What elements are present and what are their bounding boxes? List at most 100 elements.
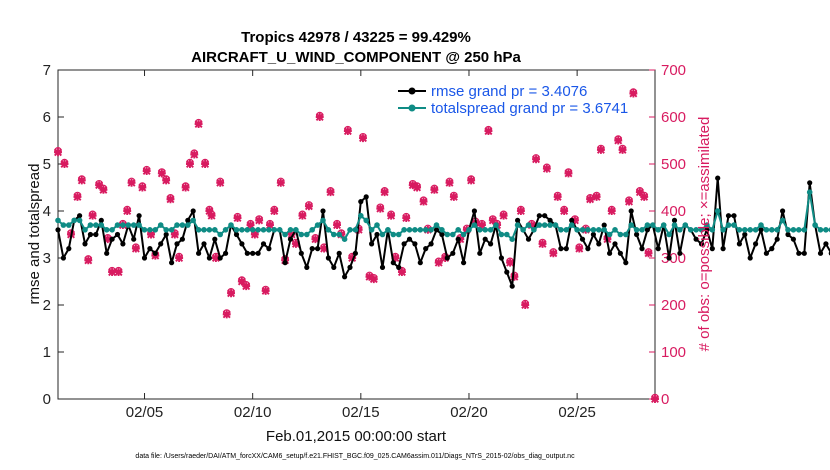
spread-point <box>120 222 126 228</box>
spread-point <box>655 227 661 233</box>
spread-point <box>698 227 705 233</box>
spread-point <box>650 222 656 228</box>
spread-point <box>693 227 699 233</box>
spread-point <box>796 227 802 233</box>
spread-point <box>785 227 791 233</box>
rmse-point <box>450 250 456 256</box>
obs-assimilated-marker <box>640 192 649 201</box>
spread-point <box>239 227 245 233</box>
rmse-point <box>147 246 153 252</box>
spread-point <box>514 222 521 228</box>
obs-assimilated-marker <box>467 176 476 185</box>
spread-point <box>320 217 326 224</box>
spread-point <box>336 231 343 238</box>
obs-assimilated-marker <box>575 244 584 253</box>
spread-point <box>563 227 570 233</box>
rmse-point <box>666 255 672 261</box>
spread-point <box>498 231 505 238</box>
rmse-point <box>417 260 423 266</box>
spread-point <box>190 217 196 224</box>
rmse-point <box>455 236 461 242</box>
y-tick-label-left: 6 <box>43 109 51 126</box>
spread-point <box>276 227 283 233</box>
spread-point <box>412 227 418 233</box>
rmse-point <box>315 246 321 252</box>
obs-assimilated-marker <box>315 113 324 121</box>
rmse-point <box>498 255 504 261</box>
rmse-point <box>536 213 542 219</box>
spread-point <box>558 227 564 233</box>
rmse-point <box>763 250 770 256</box>
obs-assimilated-marker <box>391 254 400 262</box>
rmse-point <box>239 241 245 247</box>
y-tick-label-left: 5 <box>43 156 51 173</box>
rmse-point <box>363 194 369 200</box>
spread-point <box>331 231 337 238</box>
spread-point <box>725 222 732 228</box>
spread-point <box>304 231 310 238</box>
spread-point <box>482 227 489 233</box>
obs-assimilated-marker <box>166 195 175 204</box>
x-tick-label: 02/10 <box>234 404 272 421</box>
x-tick-label: 02/25 <box>558 404 596 421</box>
spread-point <box>282 231 288 238</box>
rmse-point <box>158 241 164 247</box>
rmse-point <box>747 255 753 261</box>
rmse-point <box>217 255 223 261</box>
rmse-point <box>82 241 88 247</box>
spread-point <box>466 227 472 233</box>
spread-point <box>568 222 575 228</box>
rmse-point <box>250 250 256 256</box>
obs-assimilated-marker <box>419 197 428 206</box>
spread-point <box>249 227 256 233</box>
spread-point <box>293 227 299 233</box>
obs-assimilated-marker <box>348 254 357 262</box>
obs-assimilated-marker <box>644 249 653 258</box>
obs-assimilated-marker <box>618 145 627 154</box>
rmse-point <box>87 231 93 238</box>
spread-point <box>309 227 316 233</box>
spread-point <box>487 227 494 233</box>
y-axis-left-label: rmse and totalspread <box>26 164 43 305</box>
spread-point <box>504 231 510 238</box>
spread-point <box>109 227 115 233</box>
rmse-point <box>515 217 521 223</box>
rmse-point <box>190 208 196 214</box>
obs-assimilated-marker <box>108 268 117 277</box>
rmse-point <box>331 264 337 270</box>
spread-point <box>823 227 829 233</box>
rmse-point <box>471 208 477 214</box>
spread-point <box>590 227 597 233</box>
spread-point <box>758 222 764 228</box>
rmse-point <box>612 241 618 247</box>
spread-point <box>98 222 105 228</box>
obs-assimilated-marker <box>365 272 374 281</box>
spread-point <box>801 227 808 233</box>
rmse-point <box>482 236 488 242</box>
rmse-point <box>93 231 99 238</box>
obs-assimilated-marker <box>549 249 558 258</box>
obs-assimilated-marker <box>430 185 439 194</box>
rmse-point <box>66 246 72 252</box>
spread-point <box>76 217 83 224</box>
spread-point <box>617 231 624 238</box>
obs-assimilated-marker <box>445 178 454 187</box>
spread-line <box>57 191 830 241</box>
spread-point <box>471 222 478 228</box>
spread-point <box>206 227 213 233</box>
rmse-point <box>233 231 240 238</box>
spread-point <box>228 222 234 228</box>
obs-assimilated-marker <box>532 155 541 164</box>
rmse-point <box>644 227 651 233</box>
y-tick-label-left: 1 <box>43 344 51 361</box>
rmse-point <box>136 213 142 219</box>
rmse-point <box>255 250 261 256</box>
y-tick-label-right: 100 <box>661 344 686 361</box>
rmse-point <box>352 250 358 256</box>
obs-assimilated-marker <box>261 286 270 295</box>
rmse-point <box>720 246 726 252</box>
rmse-point <box>412 241 418 247</box>
obs-assimilated-marker <box>233 214 242 223</box>
obs-assimilated-marker <box>402 214 411 223</box>
spread-point <box>195 227 202 233</box>
